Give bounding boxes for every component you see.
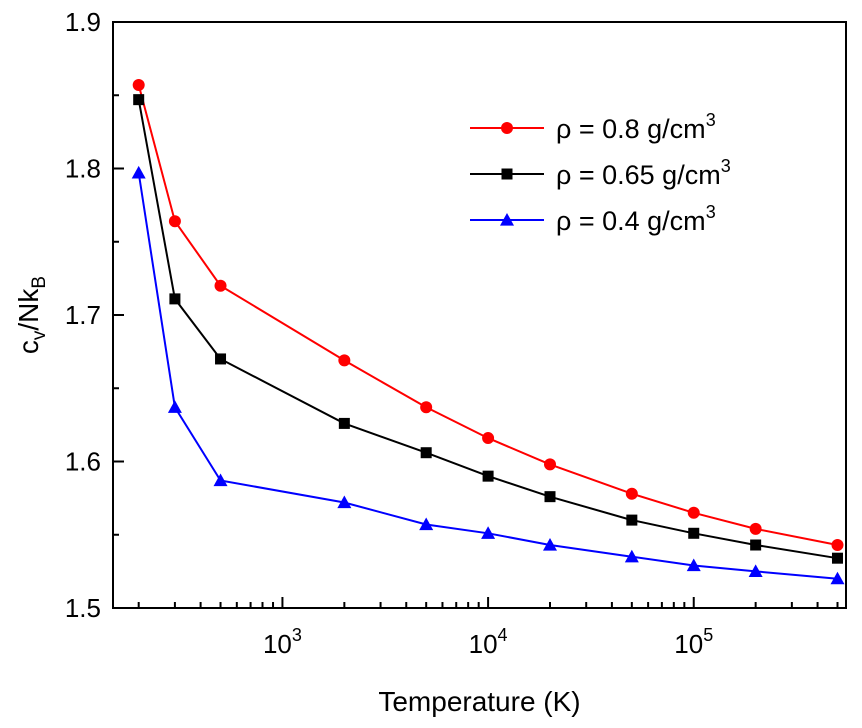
legend-entry-1: ρ = 0.65 g/cm3	[470, 156, 731, 190]
x-tick-label: 105	[674, 625, 713, 659]
data-point	[213, 473, 228, 487]
data-point	[338, 354, 351, 367]
data-point	[830, 571, 845, 585]
legend-label: ρ = 0.8 g/cm3	[556, 110, 716, 144]
y-tick-label: 1.7	[65, 300, 101, 330]
y-tick-label: 1.6	[65, 447, 101, 477]
tick-labels: 1.5 1.6 1.7 1.8 1.9 103 104 105	[65, 7, 713, 659]
y-axis-title-main: c	[13, 340, 44, 354]
legend-label: ρ = 0.65 g/cm3	[556, 156, 731, 190]
series-1	[133, 94, 843, 564]
data-point	[131, 165, 146, 179]
legend-label: ρ = 0.4 g/cm3	[556, 202, 716, 236]
data-point	[625, 487, 638, 500]
y-axis-title-mid: /Nk	[13, 288, 44, 331]
data-point	[169, 293, 181, 305]
data-point	[688, 527, 700, 539]
legend: ρ = 0.8 g/cm3 ρ = 0.65 g/cm3 ρ = 0.4 g/cm3	[470, 110, 731, 236]
data-point	[133, 94, 145, 106]
x-axis-title: Temperature (K)	[378, 686, 580, 717]
y-tick-label: 1.8	[65, 154, 101, 184]
y-tick-label: 1.5	[65, 593, 101, 623]
series-line	[137, 99, 838, 560]
plot-frame	[112, 21, 847, 609]
data-point	[419, 517, 434, 531]
data-point	[542, 538, 557, 551]
data-point	[482, 470, 494, 482]
data-point	[748, 564, 763, 577]
data-point	[168, 215, 181, 228]
legend-marker	[501, 122, 513, 134]
data-point	[544, 491, 556, 503]
data-point	[338, 417, 350, 429]
data-point	[831, 539, 844, 552]
data-point	[132, 78, 145, 91]
data-point	[481, 526, 496, 539]
y-axis-title-sub1: v	[29, 330, 50, 340]
data-point	[420, 447, 432, 459]
data-point	[420, 401, 433, 414]
data-point	[167, 400, 182, 413]
data-point	[749, 522, 762, 535]
data-point	[482, 432, 495, 445]
y-axis-title: cv/NkB	[13, 276, 50, 354]
data-point	[687, 506, 700, 519]
y-tick-label: 1.9	[65, 7, 101, 37]
data-point	[686, 558, 701, 572]
legend-entry-2: ρ = 0.4 g/cm3	[470, 202, 716, 236]
data-point	[337, 495, 352, 509]
data-point	[215, 353, 227, 365]
data-point	[750, 539, 762, 551]
legend-entry-0: ρ = 0.8 g/cm3	[470, 110, 716, 144]
series-0	[132, 78, 844, 552]
x-tick-label: 104	[469, 625, 508, 659]
data-point	[624, 549, 639, 563]
series-2	[131, 165, 845, 585]
series-layer	[131, 78, 845, 585]
ticks-layer	[113, 21, 839, 609]
data-point	[214, 279, 227, 292]
legend-marker	[501, 168, 513, 180]
data-point	[543, 458, 556, 471]
data-point	[626, 514, 638, 526]
data-point	[831, 552, 843, 564]
series-line	[137, 172, 838, 580]
legend-marker	[500, 213, 514, 226]
x-tick-label: 103	[263, 625, 302, 659]
y-axis-title-sub2: B	[29, 276, 50, 289]
